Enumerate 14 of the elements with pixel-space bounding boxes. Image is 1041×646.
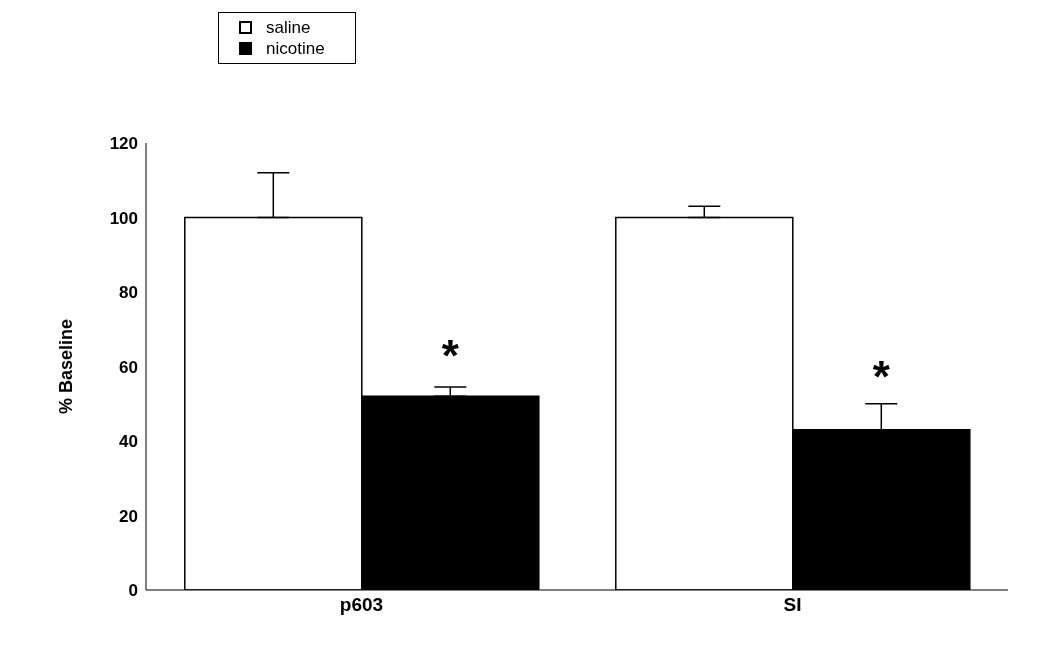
legend-label: nicotine [266, 38, 325, 59]
y-tick-label: 120 [109, 134, 138, 154]
y-tick-label: 80 [119, 283, 138, 303]
x-tick-label: p603 [339, 594, 384, 616]
y-tick-label: 20 [119, 506, 138, 526]
x-tick-label: SI [783, 594, 802, 616]
legend-label: saline [266, 17, 311, 38]
y-tick-label: 60 [119, 357, 138, 377]
y-axis-title: % Baseline [56, 318, 77, 415]
y-tick-label: 100 [109, 208, 138, 228]
y-tick-label: 0 [128, 581, 138, 601]
annotation: * [441, 330, 460, 380]
y-tick-label: 40 [119, 432, 138, 452]
annotation: * [872, 351, 891, 401]
